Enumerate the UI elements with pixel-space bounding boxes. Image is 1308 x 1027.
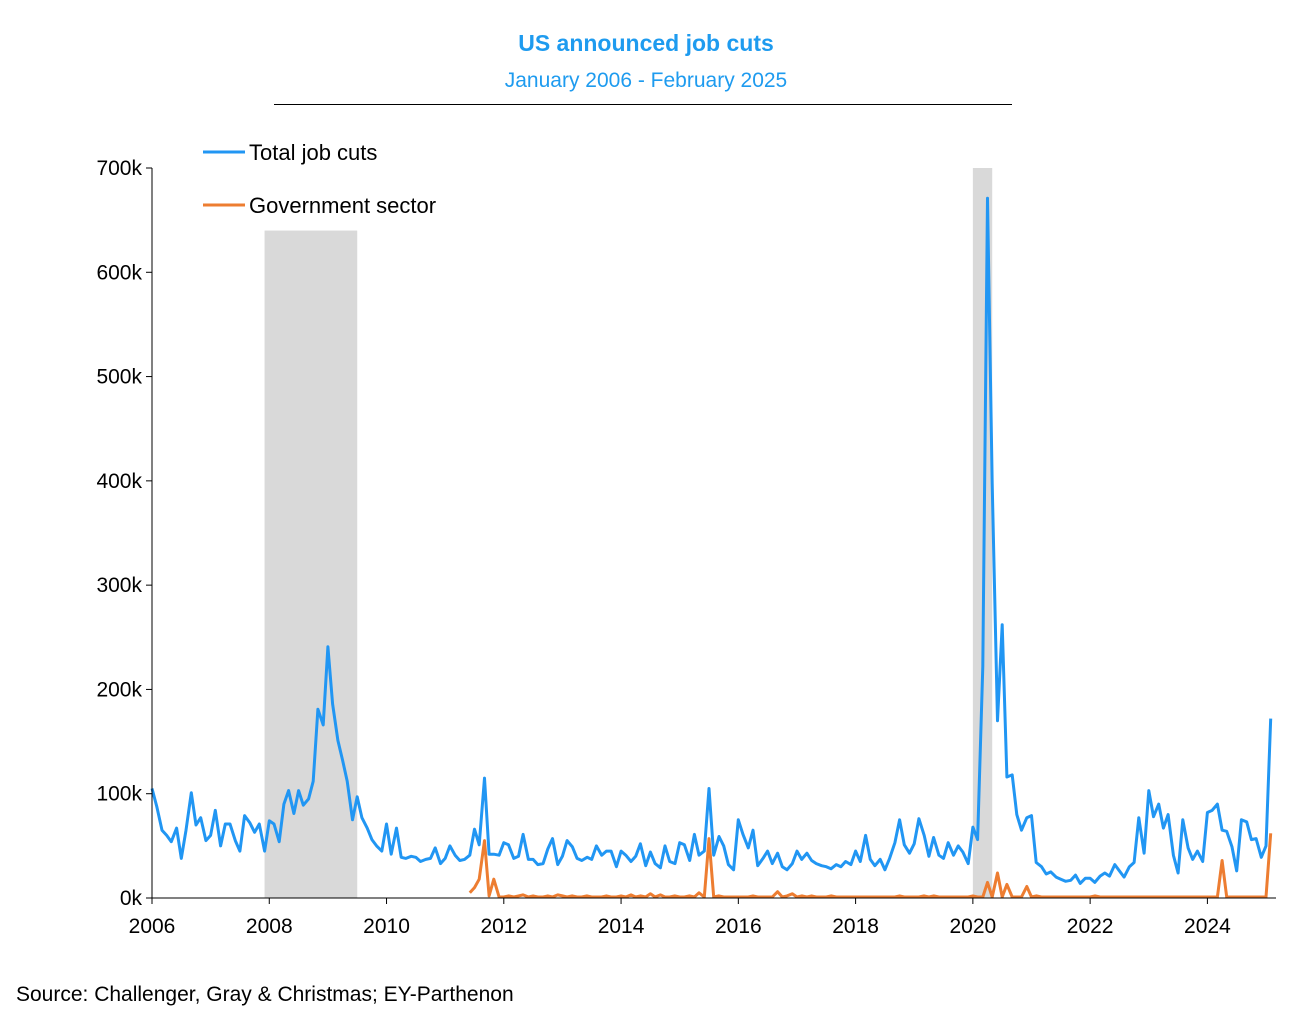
y-tick-label: 0k [120,887,143,910]
y-tick-label: 100k [96,783,142,806]
axis-layer: 0k 100k 200k 300k 400k 500k 600k 700k 2006 2008 20… [96,157,1276,938]
title-divider [274,104,1012,105]
chart-subtitle: January 2006 - February 2025 [504,69,788,92]
series-line-0 [150,196,1273,885]
x-tick-label: 2014 [598,915,645,938]
recession-shading-layer [264,168,993,899]
y-tick-label: 500k [96,366,142,389]
y-tick-label: 700k [96,157,142,180]
legend-label-1: Government sector [249,193,436,218]
recession-band-0 [264,230,358,899]
legend: Total job cuts Government sector [203,140,436,218]
legend-label-0: Total job cuts [249,140,377,165]
series-line-1 [468,833,1273,899]
x-tick-label: 2016 [715,915,762,938]
x-tick-label: 2022 [1067,915,1114,938]
source-note: Source: Challenger, Gray & Christmas; EY… [16,983,514,1006]
x-tick-label: 2012 [480,915,527,938]
x-tick-label: 2018 [832,915,879,938]
series-layer [150,196,1273,899]
x-tick-label: 2010 [363,915,410,938]
x-tick-label: 2008 [246,915,293,938]
x-tick-label: 2024 [1184,915,1231,938]
y-tick-label: 400k [96,470,142,493]
y-tick-label: 300k [96,574,142,597]
x-tick-label: 2006 [129,915,176,938]
chart-title: US announced job cuts [518,30,774,56]
y-tick-label: 200k [96,678,142,701]
y-tick-label: 600k [96,261,142,284]
x-tick-label: 2020 [950,915,997,938]
